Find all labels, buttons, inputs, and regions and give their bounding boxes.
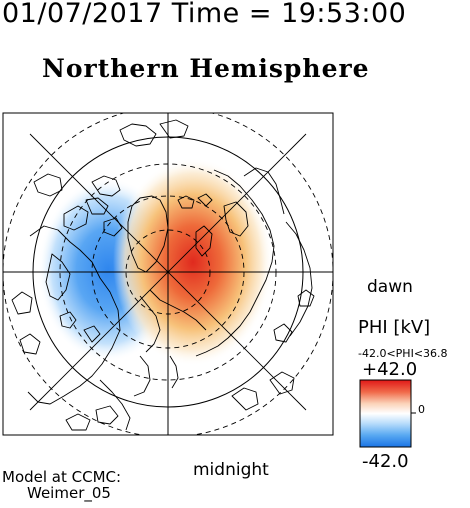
timestamp-title: 01/07/2017 Time = 19:53:00 — [2, 0, 407, 29]
colorbar-max-label: +42.0 — [362, 359, 418, 380]
graticule — [3, 113, 333, 435]
colorbar-min-label: -42.0 — [362, 451, 409, 472]
positive-potential-cell — [113, 158, 273, 366]
colorbar-zero-label: 0 — [418, 403, 425, 416]
colorbar-gradient — [359, 379, 412, 448]
model-credit-line1: Model at CCMC: — [2, 468, 122, 486]
map-frame — [2, 112, 334, 436]
colorbar-title: PHI [kV] — [358, 317, 431, 338]
dawn-label: dawn — [367, 277, 413, 297]
colorbar-range: -42.0<PHI<36.8 — [358, 347, 448, 360]
meridian-diagonal-b — [29, 133, 307, 411]
hemisphere-title: Northern Hemisphere — [42, 54, 370, 83]
midnight-label: midnight — [193, 460, 269, 480]
model-credit-line2: Weimer_05 — [27, 484, 111, 502]
